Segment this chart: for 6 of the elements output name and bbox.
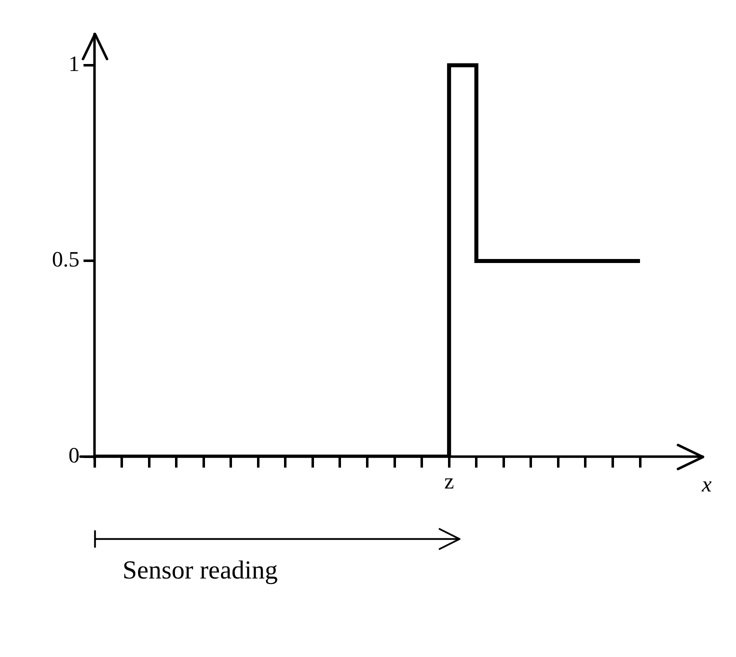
y-tick-label: 0.5 [52,246,80,272]
y-tick-label: 0 [68,442,80,468]
x-axis-title: x [700,471,712,496]
x-tick-label: z [444,468,454,494]
y-tick-label: 1 [68,51,80,76]
text: Sensor reading [122,555,278,584]
